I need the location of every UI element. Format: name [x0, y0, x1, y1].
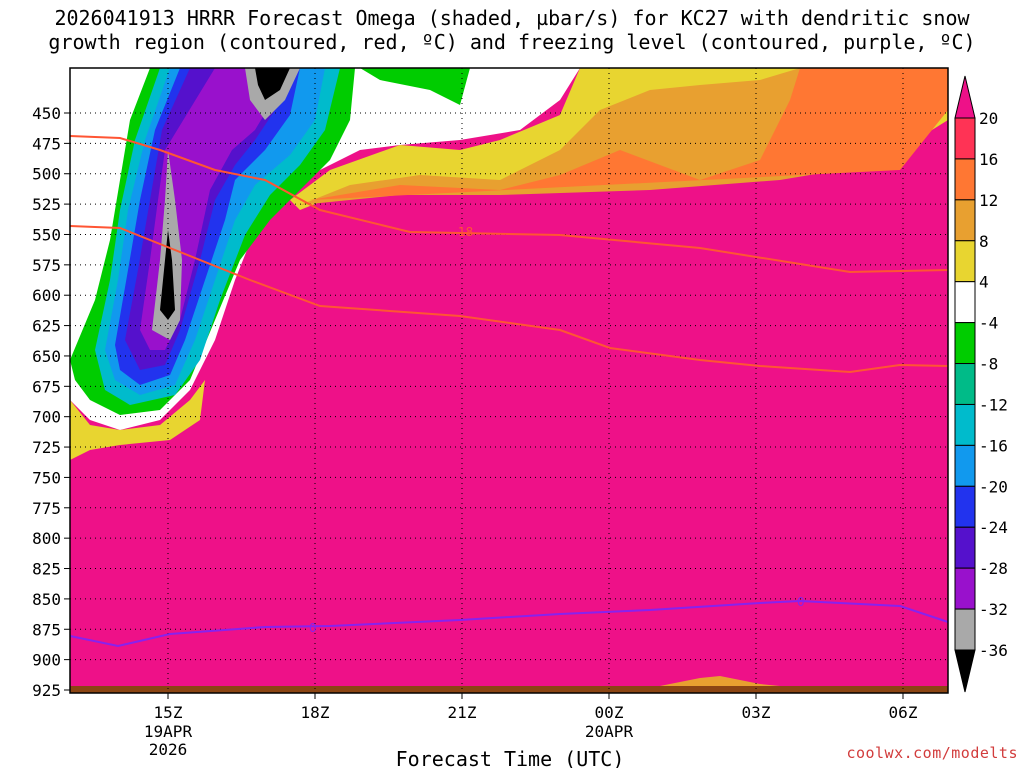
colorbar-segment	[954, 526, 976, 569]
shade-black	[160, 68, 290, 320]
shade-surface-blip	[650, 676, 800, 688]
y-axis: 450 475 500 525 550 575 600 625 650 675 700 725 750 7…	[32, 104, 70, 700]
y-tick-label: 850	[32, 590, 61, 609]
freezing-level-contour	[69, 599, 949, 648]
colorbar-segment	[954, 363, 976, 405]
colorbar-label: 4	[979, 273, 989, 292]
shade-yellow-left	[70, 380, 205, 460]
colorbar-label: -28	[979, 559, 1008, 578]
colorbar: 20 16 12 8 4 -4 -8 -12 -16 -20 -24 -28 -32 -36	[954, 75, 1008, 693]
y-tick-label: 725	[32, 438, 61, 457]
colorbar-segment	[954, 608, 976, 651]
colorbar-segment	[954, 117, 976, 160]
x-tick-date: 20APR	[585, 722, 634, 741]
x-tick-date: 19APR	[144, 722, 193, 741]
y-tick-label: 700	[32, 408, 61, 427]
colorbar-label: -16	[979, 436, 1008, 455]
colorbar-label: -8	[979, 355, 998, 374]
colorbar-segment	[954, 567, 976, 610]
colorbar-label: -20	[979, 477, 1008, 496]
colorbar-segment	[954, 444, 976, 487]
y-tick-label: 575	[32, 256, 61, 275]
y-tick-label: 525	[32, 195, 61, 214]
freezing-contour-label-2: 0	[797, 595, 805, 609]
colorbar-segment	[954, 281, 976, 324]
colorbar-over-arrow	[954, 75, 976, 119]
colorbar-segment	[954, 322, 976, 365]
y-tick-label: 550	[32, 225, 61, 244]
credit-text: coolwx.com/modelts	[846, 744, 1018, 762]
colorbar-segment	[954, 403, 976, 446]
y-tick-label: 750	[32, 468, 61, 487]
colorbar-segment	[954, 240, 976, 283]
colorbar-under-arrow	[954, 649, 976, 693]
shaded-field	[70, 68, 948, 693]
colorbar-segment	[954, 158, 976, 201]
freezing-contour-label-1: 0	[309, 621, 317, 635]
y-tick-label: 900	[32, 651, 61, 670]
y-tick-label: 925	[32, 681, 61, 700]
colorbar-label: -32	[979, 600, 1008, 619]
terrain-strip	[70, 686, 948, 693]
plot-frame	[69, 67, 949, 694]
colorbar-segment	[954, 485, 976, 528]
y-tick-label: 650	[32, 347, 61, 366]
colorbar-label: -24	[979, 518, 1008, 537]
x-tick-label: 15Z	[154, 703, 183, 722]
y-tick-label: 450	[32, 104, 61, 123]
colorbar-label: -12	[979, 395, 1008, 414]
y-tick-label: 625	[32, 317, 61, 336]
colorbar-label: 12	[979, 191, 998, 210]
colorbar-label: -36	[979, 641, 1008, 660]
title-line-1: 2026041913 HRRR Forecast Omega (shaded, …	[54, 6, 970, 30]
title-line-2: growth region (contoured, red, ºC) and f…	[48, 30, 976, 54]
y-tick-label: 825	[32, 560, 61, 579]
dgz-contour-upper	[69, 135, 949, 274]
dgz-contour-label: 18	[458, 225, 473, 239]
y-tick-label: 600	[32, 286, 61, 305]
shade-orange	[310, 68, 948, 200]
chart-title: 2026041913 HRRR Forecast Omega (shaded, …	[0, 6, 1024, 54]
contours: 18 0 0	[69, 135, 949, 648]
gridlines	[70, 68, 948, 693]
y-tick-label: 775	[32, 499, 61, 518]
x-tick-label: 21Z	[448, 703, 477, 722]
y-tick-label: 500	[32, 165, 61, 184]
y-tick-label: 675	[32, 377, 61, 396]
y-tick-label: 800	[32, 529, 61, 548]
y-tick-label: 875	[32, 620, 61, 639]
colorbar-segment	[954, 199, 976, 242]
x-tick-label: 03Z	[742, 703, 771, 722]
x-tick-year: 2026	[149, 740, 188, 759]
x-axis-label: Forecast Time (UTC)	[396, 747, 625, 768]
x-tick-label: 18Z	[301, 703, 330, 722]
colorbar-label: 8	[979, 232, 989, 251]
y-tick-label: 475	[32, 134, 61, 153]
colorbar-label: 16	[979, 150, 998, 169]
dgz-contour-lower	[69, 225, 949, 374]
x-tick-label: 00Z	[595, 703, 624, 722]
x-tick-label: 06Z	[889, 703, 918, 722]
colorbar-label: 20	[979, 109, 998, 128]
colorbar-label: -4	[979, 314, 998, 333]
